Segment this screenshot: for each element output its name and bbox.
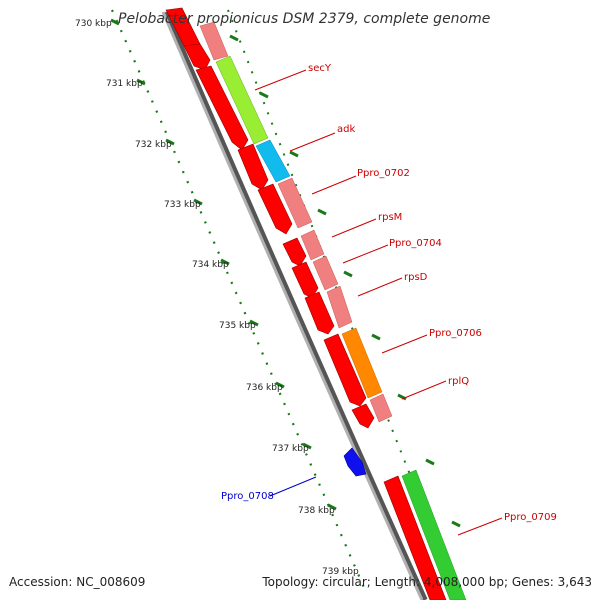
kbp-label: 738 kbp [298,506,335,516]
kbp-label: 737 kbp [272,444,309,454]
cds-feature[interactable] [282,237,307,267]
accession-text: Accession: NC_008609 [9,575,146,589]
kbp-label: 731 kbp [106,79,143,89]
backbone [161,11,424,600]
cds-feature[interactable] [304,291,335,335]
gene-label-adk[interactable]: adk [337,124,355,135]
cds-feature[interactable] [323,333,367,407]
cds-feature[interactable] [237,143,269,191]
tick-marks [110,18,337,511]
gene-labels: secY adk Ppro_0702 rpsM Ppro_0704 rpsD P… [221,63,557,523]
gene-blocks [199,21,467,600]
reverse-strand-features [165,7,447,600]
map-title: Pelobacter propionicus DSM 2379, complet… [118,11,490,27]
cds-feature[interactable] [383,475,447,600]
outer-dotted-track [227,9,461,600]
backbone-shadow [163,10,428,600]
inner-dotted-track [110,9,367,591]
gene-label-ppro-0708[interactable]: Ppro_0708 [221,491,274,502]
gene-block-pink[interactable] [312,255,339,291]
gene-block-pink[interactable] [277,177,313,229]
genome-summary-text: Topology: circular; Length: 4,008,000 bp… [262,575,592,589]
gene-block-cyan[interactable] [255,139,291,183]
kbp-label: 730 kbp [75,19,112,29]
gene-block-pink[interactable] [369,393,393,423]
kbp-label: 733 kbp [164,200,201,210]
gene-label-rplq[interactable]: rplQ [448,376,469,387]
gene-block-pink[interactable] [199,21,229,61]
gene-label-ppro-0702[interactable]: Ppro_0702 [357,168,410,179]
kbp-label: 732 kbp [135,140,172,150]
gene-label-rpsm[interactable]: rpsM [378,212,402,223]
kbp-label: 739 kbp [322,567,359,577]
kbp-label: 736 kbp [246,383,283,393]
gene-block-orange[interactable] [341,327,383,399]
gene-block-green[interactable] [401,469,467,600]
cds-feature[interactable] [291,261,319,299]
gene-label-rpsd[interactable]: rpsD [404,272,428,283]
kbp-label: 735 kbp [219,321,256,331]
kbp-label: 734 kbp [192,260,229,270]
cds-feature[interactable] [351,403,375,429]
gene-label-ppro-0706[interactable]: Ppro_0706 [429,328,482,339]
gene-label-ppro-0704[interactable]: Ppro_0704 [389,238,442,249]
gene-label-ppro-0709[interactable]: Ppro_0709 [504,512,557,523]
cds-feature[interactable] [195,65,249,151]
cds-feature[interactable] [183,43,211,71]
gene-label-secy[interactable]: secY [308,63,332,74]
leader-lines [254,69,503,536]
blue-feature[interactable] [343,447,367,477]
gene-block-pink[interactable] [300,229,325,261]
gene-block-green[interactable] [215,55,269,145]
cds-feature[interactable] [257,183,293,235]
kbp-labels: 730 kbp 731 kbp 732 kbp 733 kbp 734 kbp … [75,19,359,577]
gene-block-pink[interactable] [326,285,353,329]
